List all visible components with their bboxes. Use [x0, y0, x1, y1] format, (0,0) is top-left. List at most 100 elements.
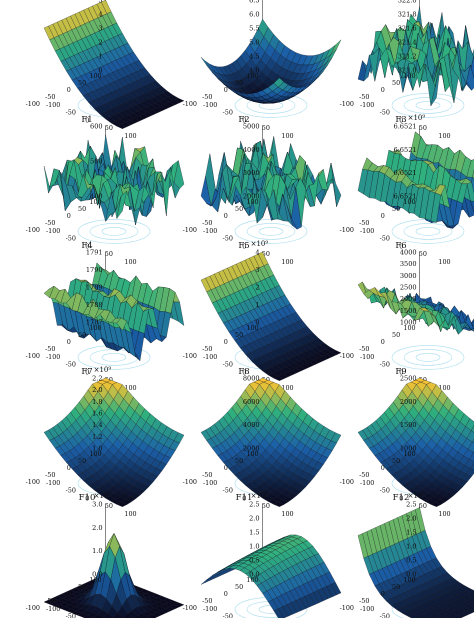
- y-tick-label: 50: [392, 205, 400, 213]
- y-tick-label: 0: [381, 212, 385, 220]
- surface-patch: [430, 62, 441, 107]
- z-tick-label: 1.2: [92, 433, 103, 441]
- panel-caption: F4: [81, 241, 92, 251]
- y-tick-label: -50: [45, 345, 55, 353]
- y-tick-label: -100: [340, 226, 354, 234]
- x-tick-label: 0: [242, 242, 246, 250]
- y-tick-label: 50: [235, 79, 243, 87]
- y-tick-label: 100: [89, 450, 101, 458]
- y-tick-label: 100: [403, 324, 415, 332]
- x-tick-label: 0: [242, 368, 246, 376]
- x-tick-label: 100: [124, 258, 136, 266]
- y-tick-label: 50: [78, 583, 86, 591]
- z-tick-label: 321.4: [398, 39, 417, 47]
- floor-contour: [101, 353, 127, 362]
- z-tick-label: 6.6521: [394, 146, 417, 154]
- x-tick-label: -50: [380, 109, 390, 117]
- surface-patch: [273, 77, 284, 88]
- y-tick-label: -100: [183, 100, 197, 108]
- x-tick-label: 50: [419, 250, 427, 258]
- z-tick-label: 1.0: [249, 543, 260, 551]
- y-tick-label: -50: [202, 345, 212, 353]
- z-tick-label: 4: [98, 11, 102, 19]
- x-tick-label: -50: [380, 361, 390, 369]
- y-tick-label: -50: [45, 471, 55, 479]
- x-tick-label: 50: [105, 250, 113, 258]
- x-tick-label: 100: [124, 510, 136, 518]
- z-tick-label: 4000: [243, 146, 260, 154]
- plot-f6: 6.65216.65216.65216.6521×10⁹100500-50-10…: [340, 114, 474, 266]
- panel-caption: F7: [81, 367, 92, 377]
- z-tick-label: 2.0: [92, 386, 103, 394]
- x-tick-label: 100: [281, 258, 293, 266]
- z-tick-label: 4.5: [249, 53, 260, 61]
- y-tick-label: 0: [67, 86, 71, 94]
- z-tick-label: 2500: [400, 284, 417, 292]
- x-tick-label: -100: [203, 479, 217, 487]
- floor-contour: [234, 219, 308, 244]
- y-tick-label: 50: [235, 331, 243, 339]
- z-tick-label: 3000: [243, 169, 260, 177]
- y-tick-label: 100: [246, 450, 258, 458]
- y-tick-label: 50: [78, 457, 86, 465]
- y-tick-label: -100: [26, 226, 40, 234]
- x-tick-label: 100: [438, 384, 450, 392]
- z-tick-label: 2000: [400, 398, 417, 406]
- x-tick-label: 100: [124, 384, 136, 392]
- y-tick-label: 100: [246, 198, 258, 206]
- x-tick-label: 0: [399, 368, 403, 376]
- y-tick-label: 50: [392, 583, 400, 591]
- x-tick-label: -100: [46, 479, 60, 487]
- x-tick-label: -100: [203, 101, 217, 109]
- panel-caption: F1: [81, 115, 92, 125]
- z-tick-label: 2.5: [406, 501, 417, 509]
- z-tick-label: 3: [98, 25, 102, 33]
- floor-contour: [403, 223, 453, 240]
- z-tick-label: 1789: [86, 284, 103, 292]
- z-tick-label: 1: [255, 301, 259, 309]
- z-tick-label: 5.0: [249, 39, 260, 47]
- z-tick-label: 0.5: [406, 557, 417, 565]
- z-tick-label: 2000: [243, 193, 260, 201]
- z-tick-label: 321.8: [398, 11, 417, 19]
- z-tick-label: 5.5: [249, 25, 260, 33]
- z-tick-label: 400: [90, 193, 103, 201]
- z-tick-label: 1.5: [406, 529, 417, 537]
- x-tick-label: 100: [438, 132, 450, 140]
- z-tick-label: 3.0: [92, 501, 103, 509]
- z-tick-label: 500: [90, 158, 103, 166]
- z-tick-label: 0.5: [249, 557, 260, 565]
- y-tick-label: 50: [78, 205, 86, 213]
- y-tick-label: 50: [78, 79, 86, 87]
- x-tick-label: -100: [203, 353, 217, 361]
- z-tick-label: 1.5: [249, 529, 260, 537]
- z-tick-label: 1.0: [92, 547, 103, 555]
- z-tick-label: 6000: [243, 398, 260, 406]
- x-tick-label: 100: [438, 258, 450, 266]
- surface-patch: [205, 575, 216, 583]
- y-tick-label: 0: [381, 86, 385, 94]
- surface-patch: [471, 319, 474, 326]
- floor-contour: [89, 223, 139, 240]
- x-tick-label: 50: [262, 124, 270, 132]
- x-tick-label: -50: [380, 487, 390, 495]
- y-tick-label: -50: [359, 345, 369, 353]
- z-tick-label: 1: [98, 53, 102, 61]
- z-tick-label: 4000: [400, 249, 417, 257]
- panel-caption: F11: [236, 493, 253, 503]
- z-tick-label: 5: [98, 0, 102, 5]
- surface-patch: [470, 200, 474, 213]
- plot-f3: 322.0321.8321.6321.4321.2321.0100500-50-…: [340, 0, 474, 140]
- z-tick-label: 2.0: [406, 515, 417, 523]
- z-tick-label: 1788: [86, 301, 103, 309]
- z-tick-label: 1790: [86, 266, 103, 274]
- z-tick-label: 6.5: [249, 0, 260, 5]
- y-tick-label: -50: [359, 597, 369, 605]
- x-tick-label: 100: [124, 132, 136, 140]
- surface-patch: [471, 425, 474, 433]
- exponent-label: ×10⁹: [94, 366, 112, 374]
- floor-contour: [391, 345, 465, 370]
- y-tick-label: -100: [26, 478, 40, 486]
- z-tick-label: 2500: [400, 375, 417, 383]
